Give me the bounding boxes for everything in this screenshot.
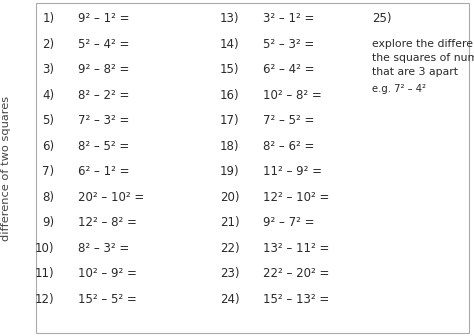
Text: 11): 11) [35, 267, 55, 280]
Text: 7): 7) [42, 165, 55, 178]
Text: 9² – 8² =: 9² – 8² = [78, 63, 129, 76]
Text: 9): 9) [42, 216, 55, 229]
Text: 19): 19) [220, 165, 239, 178]
Text: 2): 2) [42, 38, 55, 50]
Text: 10² – 8² =: 10² – 8² = [263, 89, 322, 101]
Text: 22): 22) [220, 242, 239, 255]
Text: 22² – 20² =: 22² – 20² = [263, 267, 329, 280]
Text: 10² – 9² =: 10² – 9² = [78, 267, 137, 280]
Text: 10): 10) [35, 242, 55, 255]
Text: explore the difference in: explore the difference in [372, 39, 474, 49]
Text: 16): 16) [220, 89, 239, 101]
Text: 15² – 13² =: 15² – 13² = [263, 293, 329, 306]
Text: e.g. 7² – 4²: e.g. 7² – 4² [372, 84, 426, 94]
Text: 20): 20) [220, 191, 239, 204]
Text: 13² – 11² =: 13² – 11² = [263, 242, 329, 255]
Text: 9² – 1² =: 9² – 1² = [78, 12, 130, 25]
Text: 12² – 10² =: 12² – 10² = [263, 191, 329, 204]
Text: 12): 12) [35, 293, 55, 306]
Text: 4): 4) [42, 89, 55, 101]
Text: 5): 5) [43, 114, 55, 127]
Text: difference of two squares: difference of two squares [0, 95, 11, 241]
Text: 18): 18) [220, 140, 239, 153]
Text: 8): 8) [43, 191, 55, 204]
Text: 25): 25) [372, 12, 392, 25]
Text: 8² – 3² =: 8² – 3² = [78, 242, 129, 255]
Text: 3): 3) [43, 63, 55, 76]
Text: 9² – 7² =: 9² – 7² = [263, 216, 315, 229]
Text: 21): 21) [220, 216, 239, 229]
Text: 12² – 8² =: 12² – 8² = [78, 216, 137, 229]
Text: 7² – 5² =: 7² – 5² = [263, 114, 314, 127]
Text: 6² – 1² =: 6² – 1² = [78, 165, 130, 178]
Text: 15): 15) [220, 63, 239, 76]
Text: 15² – 5² =: 15² – 5² = [78, 293, 137, 306]
Text: 14): 14) [220, 38, 239, 50]
Text: that are 3 apart: that are 3 apart [372, 67, 458, 77]
Text: 8² – 2² =: 8² – 2² = [78, 89, 129, 101]
Text: 11² – 9² =: 11² – 9² = [263, 165, 322, 178]
Text: 5² – 4² =: 5² – 4² = [78, 38, 129, 50]
Text: 13): 13) [220, 12, 239, 25]
Text: 1): 1) [42, 12, 55, 25]
Text: 17): 17) [220, 114, 239, 127]
Text: 6² – 4² =: 6² – 4² = [263, 63, 315, 76]
Text: 24): 24) [220, 293, 239, 306]
Text: 5² – 3² =: 5² – 3² = [263, 38, 314, 50]
Text: 6): 6) [42, 140, 55, 153]
Text: the squares of numbers: the squares of numbers [372, 53, 474, 63]
Text: 8² – 6² =: 8² – 6² = [263, 140, 314, 153]
Text: 3² – 1² =: 3² – 1² = [263, 12, 314, 25]
Text: 20² – 10² =: 20² – 10² = [78, 191, 145, 204]
Text: 8² – 5² =: 8² – 5² = [78, 140, 129, 153]
Text: 23): 23) [220, 267, 239, 280]
Text: 7² – 3² =: 7² – 3² = [78, 114, 129, 127]
